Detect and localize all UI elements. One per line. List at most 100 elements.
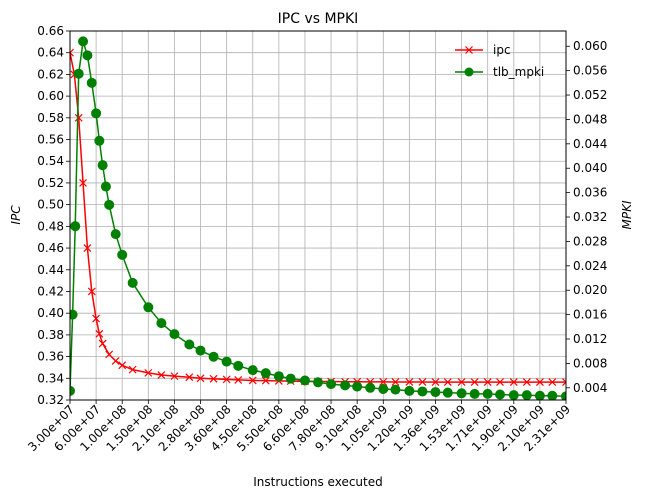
tlb_mpki-point bbox=[110, 229, 121, 240]
legend: ipc tlb_mpki bbox=[455, 43, 544, 79]
tlb_mpki-point bbox=[127, 277, 138, 288]
ipc-point bbox=[98, 339, 107, 348]
ipc-point bbox=[83, 244, 92, 252]
y-right-tick-label: 0.036 bbox=[573, 186, 607, 200]
tlb_mpki-point bbox=[208, 351, 219, 362]
tlb_mpki-point bbox=[534, 390, 545, 400]
y-left-tick-label: 0.42 bbox=[37, 284, 64, 298]
y-right-tick-label: 0.004 bbox=[573, 381, 607, 395]
y-right-tick-label: 0.032 bbox=[573, 210, 607, 224]
y-left-tick-label: 0.46 bbox=[37, 241, 64, 255]
ipc-point bbox=[209, 374, 218, 383]
ipc-point bbox=[248, 376, 257, 385]
tlb_mpki-point bbox=[561, 391, 566, 400]
tlb_mpki-point bbox=[313, 377, 323, 388]
ipc-point bbox=[548, 378, 557, 387]
ipc-point bbox=[111, 357, 120, 365]
ipc-point bbox=[196, 374, 205, 383]
ipc-point bbox=[118, 361, 127, 370]
y-right-tick-label: 0.008 bbox=[573, 356, 607, 370]
ipc-point bbox=[170, 372, 179, 381]
legend-item-tlb_mpki: tlb_mpki bbox=[455, 65, 544, 79]
tlb_mpki-point bbox=[73, 68, 84, 79]
ipc-point bbox=[496, 378, 504, 387]
ipc-point bbox=[87, 287, 96, 296]
ipc-point bbox=[535, 378, 544, 387]
y-left-tick-label: 0.62 bbox=[37, 67, 64, 81]
y-left-tick-label: 0.64 bbox=[37, 46, 64, 60]
tlb_mpki-point bbox=[390, 384, 401, 395]
tlb_mpki-point bbox=[70, 221, 81, 232]
tlb_mpki-point bbox=[117, 249, 128, 260]
y-left-tick-label: 0.58 bbox=[37, 111, 64, 125]
tlb_mpki-point bbox=[417, 386, 428, 397]
tlb_mpki-point bbox=[91, 108, 102, 119]
y-axis-right: 0.004 0.008 0.012 0.016 0.020 0.024 0.028 0.032… bbox=[566, 39, 607, 395]
ipc-point bbox=[562, 378, 566, 387]
ipc-point bbox=[234, 375, 243, 384]
y-left-tick-label: 0.34 bbox=[37, 371, 64, 385]
y-right-tick-label: 0.048 bbox=[573, 112, 607, 126]
ipc-point bbox=[261, 376, 270, 385]
tlb_mpki-point bbox=[326, 379, 337, 390]
y-left-tick-label: 0.56 bbox=[37, 133, 64, 147]
legend-label: tlb_mpki bbox=[493, 65, 544, 79]
y-right-tick-label: 0.044 bbox=[573, 137, 607, 151]
ipc-point bbox=[222, 375, 231, 384]
y-left-tick-label: 0.66 bbox=[37, 24, 64, 38]
tlb_mpki-point bbox=[404, 385, 415, 396]
tlb_mpki-point bbox=[508, 390, 519, 400]
tlb_mpki-point bbox=[469, 388, 480, 399]
y-right-tick-label: 0.016 bbox=[573, 308, 607, 322]
tlb_mpki-point bbox=[70, 309, 78, 320]
ipc-point bbox=[92, 314, 101, 323]
ipc-point bbox=[379, 377, 388, 386]
y-right-tick-label: 0.060 bbox=[573, 39, 607, 53]
tlb_mpki-point bbox=[378, 384, 389, 395]
y-right-tick-label: 0.052 bbox=[573, 88, 607, 102]
y-left-tick-label: 0.38 bbox=[37, 328, 64, 342]
y-left-tick-label: 0.50 bbox=[37, 198, 64, 212]
tlb_mpki-point bbox=[233, 360, 244, 371]
tlb_mpki-point bbox=[104, 199, 115, 210]
chart-title: IPC vs MPKI bbox=[278, 11, 359, 27]
ipc-point bbox=[431, 378, 440, 387]
y-left-tick-label: 0.36 bbox=[37, 350, 64, 364]
y-left-tick-label: 0.52 bbox=[37, 176, 64, 190]
tlb_mpki-point bbox=[430, 387, 441, 398]
tlb_mpki-point bbox=[169, 329, 180, 340]
ipc-point bbox=[95, 329, 104, 338]
y-left-tick-label: 0.32 bbox=[37, 393, 64, 407]
tlb_mpki-point bbox=[547, 390, 558, 400]
y-left-tick-label: 0.44 bbox=[37, 263, 64, 277]
tlb_mpki-point bbox=[100, 181, 111, 192]
tlb_mpki-point bbox=[97, 160, 108, 171]
tlb_mpki-point bbox=[482, 388, 493, 399]
tlb_mpki-point bbox=[70, 385, 75, 396]
ipc-point bbox=[470, 378, 479, 387]
y-axis-left-label: IPC bbox=[9, 205, 23, 225]
tlb_mpki-point bbox=[143, 302, 154, 313]
ipc-point bbox=[144, 368, 153, 377]
ipc-point bbox=[391, 378, 400, 386]
ipc-point bbox=[74, 113, 83, 122]
tlb_mpki-point bbox=[156, 318, 167, 329]
y-left-tick-label: 0.48 bbox=[37, 219, 64, 233]
tlb_mpki-point bbox=[299, 375, 310, 386]
tlb_mpki-point bbox=[260, 368, 271, 379]
tlb_mpki-point bbox=[82, 50, 93, 61]
y-left-tick-label: 0.40 bbox=[37, 306, 64, 320]
ipc-point bbox=[79, 179, 87, 187]
y-left-tick-label: 0.60 bbox=[37, 89, 64, 103]
legend-item-ipc: ipc bbox=[455, 43, 511, 57]
ipc-point bbox=[418, 378, 427, 386]
y-right-tick-label: 0.012 bbox=[573, 332, 607, 346]
tlb_mpki-point bbox=[456, 388, 467, 399]
tlb_mpki-point bbox=[195, 345, 206, 356]
tlb_mpki-point bbox=[221, 356, 232, 367]
ipc-point bbox=[105, 350, 114, 359]
y-right-tick-label: 0.040 bbox=[573, 161, 607, 175]
ipc-point bbox=[483, 378, 492, 387]
ipc-point bbox=[70, 48, 74, 57]
